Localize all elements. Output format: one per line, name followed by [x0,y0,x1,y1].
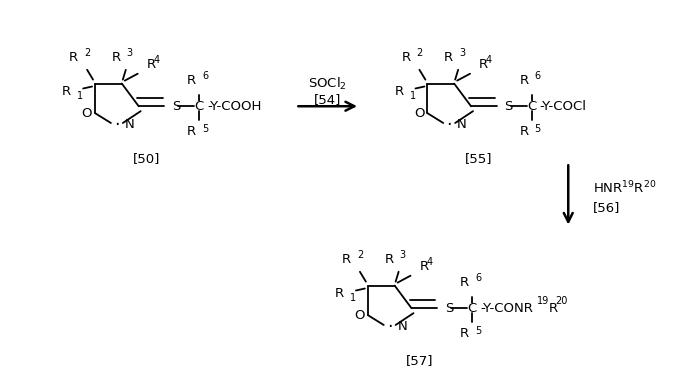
Text: HNR$^{19}$R$^{20}$: HNR$^{19}$R$^{20}$ [593,180,657,196]
Text: 5: 5 [202,124,209,134]
Text: R: R [460,327,469,340]
Text: 20: 20 [555,296,568,306]
Text: 3: 3 [127,48,133,58]
Text: ·: · [114,116,120,134]
Text: O: O [82,107,92,119]
Text: R: R [384,253,393,266]
Text: R: R [519,125,528,138]
Text: [56]: [56] [593,201,620,214]
Text: [55]: [55] [466,152,493,165]
Text: [50]: [50] [133,152,160,165]
Text: 5: 5 [535,124,541,134]
Text: O: O [354,308,365,322]
Text: ·: · [447,116,452,134]
Text: 3: 3 [400,250,406,260]
Text: 19: 19 [536,296,549,306]
Text: N: N [457,118,467,132]
Text: N: N [125,118,134,132]
Text: R: R [335,287,344,300]
Text: R: R [419,260,428,273]
Text: 6: 6 [475,273,481,283]
Text: 1: 1 [410,91,416,101]
Text: R: R [342,253,351,266]
Text: R: R [112,51,121,65]
Text: C: C [527,100,536,113]
Text: R: R [401,51,410,65]
Text: 6: 6 [535,71,540,81]
Text: R: R [69,51,78,65]
Text: 4: 4 [153,55,160,65]
Text: -Y-COCl: -Y-COCl [540,100,587,113]
Text: R: R [548,302,557,315]
Text: [57]: [57] [406,354,433,367]
Text: 1: 1 [77,91,83,101]
Text: S: S [505,100,513,113]
Text: 3: 3 [459,48,466,58]
Text: 4: 4 [486,55,492,65]
Text: R: R [394,85,404,98]
Text: R: R [62,85,71,98]
Text: S: S [172,100,181,113]
Text: [54]: [54] [314,93,341,106]
Text: 5: 5 [475,326,482,336]
Text: R: R [460,276,469,289]
Text: O: O [414,107,424,119]
Text: 6: 6 [202,71,209,81]
Text: 4: 4 [426,257,433,267]
Text: C: C [468,302,477,315]
Text: -Y-CONR: -Y-CONR [480,302,533,315]
Text: R: R [146,58,156,71]
Text: R: R [519,74,528,87]
Text: R: R [187,74,196,87]
Text: R: R [444,51,453,65]
Text: 2: 2 [84,48,90,58]
Text: 1: 1 [350,293,356,304]
Text: S: S [445,302,454,315]
Text: C: C [195,100,204,113]
Text: 2: 2 [416,48,423,58]
Text: SOCl$_2$: SOCl$_2$ [308,76,346,91]
Text: ·: · [387,318,393,336]
Text: N: N [398,321,407,333]
Text: -Y-COOH: -Y-COOH [207,100,262,113]
Text: R: R [479,58,488,71]
Text: 2: 2 [357,250,363,260]
Text: R: R [187,125,196,138]
